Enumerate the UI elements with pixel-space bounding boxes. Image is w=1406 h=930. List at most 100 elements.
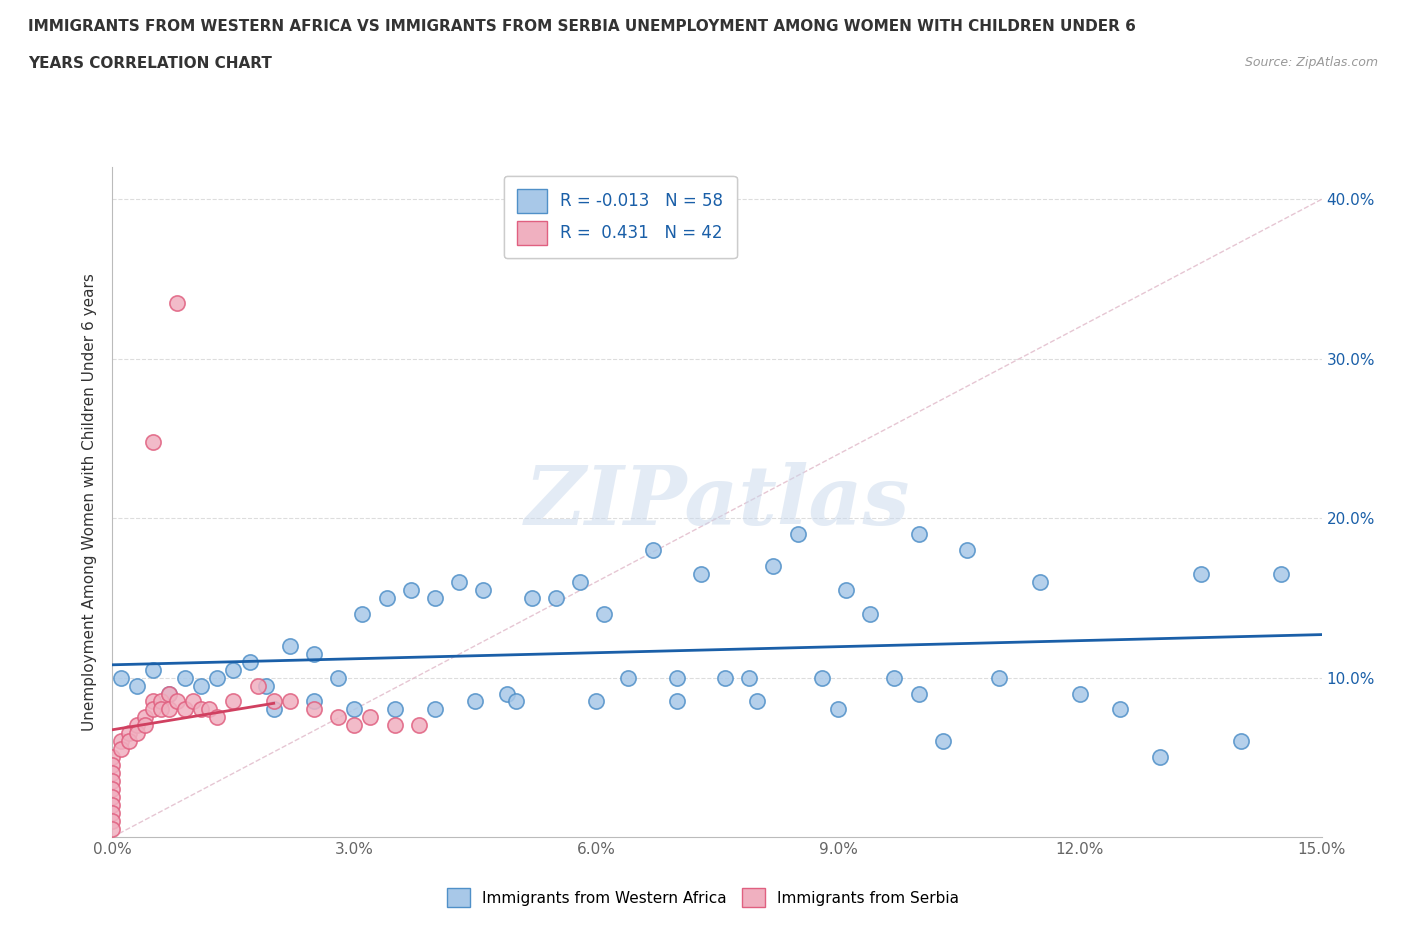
Text: Source: ZipAtlas.com: Source: ZipAtlas.com — [1244, 56, 1378, 69]
Point — [811, 671, 834, 685]
Point — [520, 591, 543, 605]
Point — [166, 296, 188, 311]
Point — [207, 710, 229, 724]
Point — [101, 821, 124, 836]
Point — [343, 702, 366, 717]
Point — [198, 702, 221, 717]
Point — [569, 575, 592, 590]
Point — [125, 726, 148, 741]
Point — [1149, 750, 1171, 764]
Point — [149, 702, 172, 717]
Point — [174, 671, 197, 685]
Point — [328, 671, 350, 685]
Text: IMMIGRANTS FROM WESTERN AFRICA VS IMMIGRANTS FROM SERBIA UNEMPLOYMENT AMONG WOME: IMMIGRANTS FROM WESTERN AFRICA VS IMMIGR… — [28, 19, 1136, 33]
Point — [101, 765, 124, 780]
Point — [101, 750, 124, 764]
Point — [352, 606, 374, 621]
Point — [302, 694, 325, 709]
Point — [278, 638, 301, 653]
Point — [544, 591, 567, 605]
Point — [505, 694, 527, 709]
Point — [238, 654, 260, 669]
Point — [384, 702, 406, 717]
Point — [181, 694, 204, 709]
Point — [585, 694, 607, 709]
Point — [375, 591, 398, 605]
Point — [190, 702, 212, 717]
Point — [125, 678, 148, 693]
Point — [110, 734, 132, 749]
Point — [110, 742, 132, 757]
Point — [190, 678, 212, 693]
Point — [101, 774, 124, 789]
Point — [222, 694, 245, 709]
Point — [747, 694, 769, 709]
Point — [142, 702, 165, 717]
Point — [207, 671, 229, 685]
Point — [883, 671, 905, 685]
Point — [142, 694, 165, 709]
Point — [423, 702, 446, 717]
Point — [1230, 734, 1253, 749]
Point — [399, 582, 422, 597]
Point — [263, 702, 285, 717]
Point — [956, 542, 979, 557]
Point — [246, 678, 269, 693]
Point — [142, 434, 165, 449]
Point — [117, 726, 139, 741]
Point — [1109, 702, 1132, 717]
Point — [101, 782, 124, 797]
Point — [665, 694, 688, 709]
Point — [472, 582, 495, 597]
Point — [593, 606, 616, 621]
Point — [423, 591, 446, 605]
Point — [907, 686, 929, 701]
Point — [449, 575, 471, 590]
Point — [101, 798, 124, 813]
Point — [254, 678, 277, 693]
Point — [125, 718, 148, 733]
Point — [690, 566, 713, 581]
Point — [166, 694, 188, 709]
Point — [142, 662, 165, 677]
Point — [835, 582, 858, 597]
Point — [762, 559, 785, 574]
Point — [110, 671, 132, 685]
Point — [157, 686, 180, 701]
Point — [988, 671, 1011, 685]
Point — [101, 758, 124, 773]
Point — [222, 662, 245, 677]
Point — [302, 702, 325, 717]
Point — [1189, 566, 1212, 581]
Text: ZIPatlas: ZIPatlas — [524, 462, 910, 542]
Point — [714, 671, 737, 685]
Legend: R = -0.013   N = 58, R =  0.431   N = 42: R = -0.013 N = 58, R = 0.431 N = 42 — [503, 176, 737, 258]
Point — [827, 702, 849, 717]
Point — [641, 542, 664, 557]
Point — [174, 702, 197, 717]
Point — [665, 671, 688, 685]
Point — [343, 718, 366, 733]
Point — [302, 646, 325, 661]
Point — [328, 710, 350, 724]
Point — [1270, 566, 1292, 581]
Point — [359, 710, 381, 724]
Point — [1028, 575, 1050, 590]
Point — [157, 702, 180, 717]
Point — [101, 790, 124, 804]
Point — [101, 805, 124, 820]
Point — [907, 526, 929, 541]
Point — [496, 686, 519, 701]
Y-axis label: Unemployment Among Women with Children Under 6 years: Unemployment Among Women with Children U… — [82, 273, 97, 731]
Point — [101, 814, 124, 829]
Point — [134, 710, 156, 724]
Point — [786, 526, 808, 541]
Point — [384, 718, 406, 733]
Point — [738, 671, 761, 685]
Point — [859, 606, 882, 621]
Point — [1069, 686, 1091, 701]
Point — [149, 694, 172, 709]
Point — [617, 671, 640, 685]
Point — [157, 686, 180, 701]
Point — [932, 734, 955, 749]
